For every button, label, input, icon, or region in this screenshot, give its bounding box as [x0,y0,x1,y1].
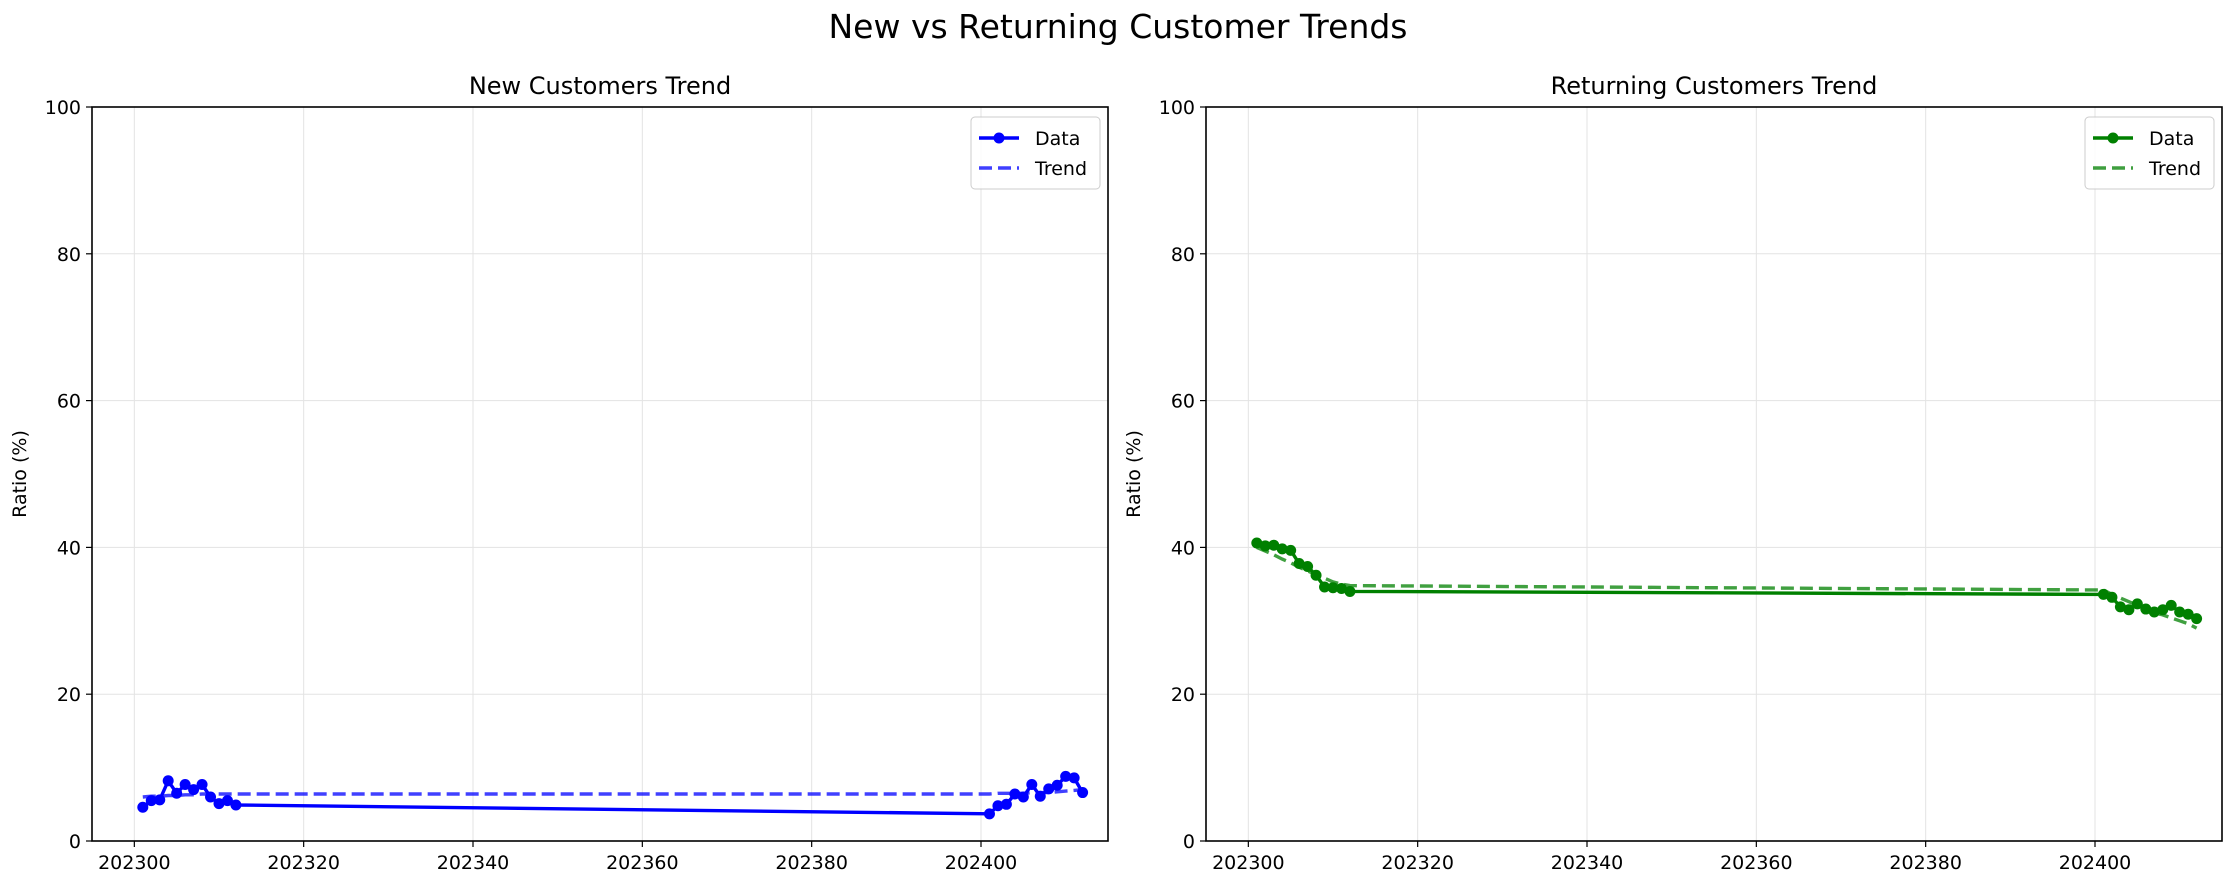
data-point [1026,778,1038,790]
data-point [1034,790,1046,802]
data-point [1017,791,1029,803]
plot-frame [1205,106,2223,842]
x-tick-label: 202340 [1551,852,1624,874]
data-point [1319,581,1331,593]
data-point [154,794,166,806]
x-tick-label: 202380 [775,852,848,874]
x-tick-label: 202360 [1720,852,1793,874]
x-tick-label: 202320 [1381,852,1454,874]
data-point [196,778,208,790]
legend-trend-label: Trend [2148,158,2201,180]
y-tick-label: 40 [57,537,81,559]
y-tick-label: 60 [57,391,81,413]
data-point [213,798,225,810]
data-point [1051,779,1063,791]
y-axis-label: Ratio (%) [9,430,31,518]
data-point [1268,539,1280,551]
y-tick-label: 100 [45,97,81,119]
x-tick-label: 202320 [267,852,340,874]
data-point [1302,560,1314,572]
data-point [2114,601,2126,613]
data-point [137,801,149,813]
data-point [1344,585,1356,597]
y-tick-label: 40 [1171,537,1195,559]
data-point [1293,558,1305,570]
data-point [145,795,157,807]
data-point [1009,788,1021,800]
y-tick-label: 20 [1171,684,1195,706]
data-point [162,775,174,787]
data-point [1310,569,1322,581]
x-tick-label: 202400 [2059,852,2132,874]
data-point [1327,582,1339,594]
data-point [188,784,200,796]
trend-line-new [142,787,1083,799]
data-point [2097,588,2109,600]
data-point [1000,798,1012,810]
plot-frame [91,106,1109,842]
data-point [2174,606,2186,618]
trend-line-returning [1256,545,2198,630]
data-point [2191,613,2203,625]
data-point [230,799,242,811]
data-point [1060,770,1072,782]
data-point [171,787,183,799]
data-point [1285,544,1297,556]
y-axis-label: Ratio (%) [1123,430,1145,518]
legend-data-marker [2107,132,2119,144]
y-tick-label: 20 [57,684,81,706]
data-point [1251,537,1263,549]
data-point [1077,787,1089,799]
data-point [221,795,233,807]
legend-data-label: Data [1035,128,1080,150]
x-tick-label: 202360 [606,852,679,874]
data-point [2165,599,2177,611]
data-line-returning [1256,541,2198,621]
y-tick-label: 80 [1171,244,1195,266]
x-tick-label: 202380 [1889,852,1962,874]
y-tick-label: 60 [1171,391,1195,413]
figure-title: New vs Returning Customer Trends [829,7,1408,46]
data-point [992,800,1004,812]
chart-title: New Customers Trend [469,72,731,100]
data-point [2182,608,2194,620]
data-point [205,791,217,803]
y-tick-label: 0 [69,831,81,853]
data-point [2140,603,2152,615]
y-tick-label: 0 [1183,831,1195,853]
data-point [1068,772,1080,784]
x-tick-label: 202340 [437,852,510,874]
x-tick-label: 202400 [945,852,1018,874]
x-tick-label: 202300 [1212,852,1285,874]
y-tick-label: 80 [57,244,81,266]
data-point [1335,583,1347,595]
x-tick-label: 202300 [98,852,171,874]
data-point [1276,543,1288,555]
data-point [1259,540,1271,552]
data-point [2157,604,2169,616]
chart-title: Returning Customers Trend [1551,72,1878,100]
data-point [983,808,995,820]
legend-trend-label: Trend [1034,158,1087,180]
data-point [2106,591,2118,603]
data-point [2148,606,2160,618]
legend-data-marker [993,132,1005,144]
data-point [2123,604,2135,616]
data-point [1043,783,1055,795]
y-tick-label: 100 [1159,97,1195,119]
data-point [179,778,191,790]
data-point [2131,598,2143,610]
legend-data-label: Data [2149,128,2194,150]
